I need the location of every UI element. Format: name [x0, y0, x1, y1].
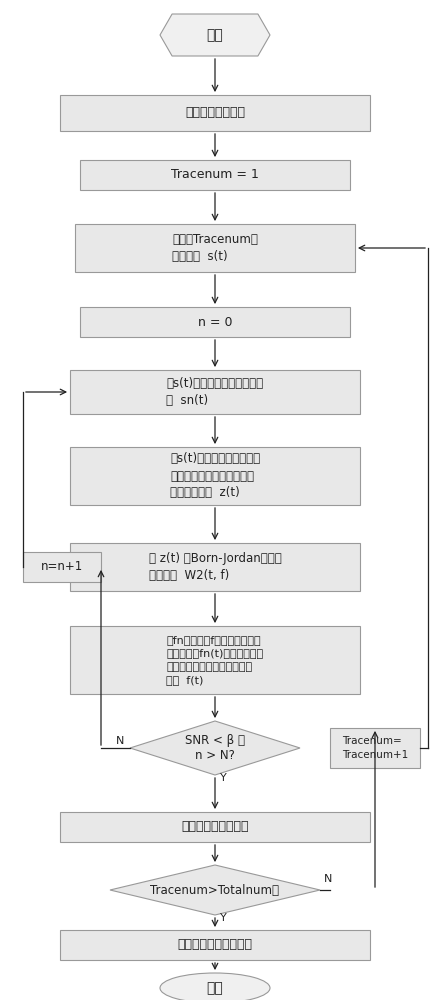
FancyBboxPatch shape: [70, 447, 360, 505]
FancyBboxPatch shape: [70, 626, 360, 694]
FancyBboxPatch shape: [23, 552, 101, 582]
FancyBboxPatch shape: [60, 930, 370, 960]
FancyBboxPatch shape: [60, 812, 370, 842]
Text: 对s(t)进行滤波，成为解析
信号的瞬时频率，得到待处
理的解析信号  z(t): 对s(t)进行滤波，成为解析 信号的瞬时频率，得到待处 理的解析信号 z(t): [170, 452, 260, 499]
Text: 对 z(t) 做Born-Jordan时频分
析，得到  W2(t, f): 对 z(t) 做Born-Jordan时频分 析，得到 W2(t, f): [149, 552, 281, 582]
Text: N: N: [324, 874, 332, 884]
Ellipse shape: [160, 973, 270, 1000]
Text: 在fn上沿频率f方向寻找峰值所
对应的频率fn(t)并对其做反规
整化处理后作为有效信号的估
计值  f(t): 在fn上沿频率f方向寻找峰值所 对应的频率fn(t)并对其做反规 整化处理后作为…: [166, 635, 264, 685]
Text: 输出滤波后的地震剖面: 输出滤波后的地震剖面: [178, 938, 252, 952]
FancyBboxPatch shape: [80, 160, 350, 190]
Polygon shape: [130, 721, 300, 775]
FancyBboxPatch shape: [60, 95, 370, 131]
Text: SNR < β 或
n > N?: SNR < β 或 n > N?: [185, 734, 245, 762]
Text: n = 0: n = 0: [198, 316, 232, 328]
Text: Tracenum=
Tracenum+1: Tracenum= Tracenum+1: [342, 736, 408, 760]
Text: 读取二维地震剖面: 读取二维地震剖面: [185, 106, 245, 119]
Text: 保存滤波后的地震道: 保存滤波后的地震道: [181, 820, 249, 834]
FancyBboxPatch shape: [70, 543, 360, 591]
Text: 读取第Tracenum道
地震信号  s(t): 读取第Tracenum道 地震信号 s(t): [172, 233, 258, 263]
Polygon shape: [110, 865, 320, 915]
Polygon shape: [160, 14, 270, 56]
FancyBboxPatch shape: [330, 728, 420, 768]
Text: N: N: [116, 736, 124, 746]
FancyBboxPatch shape: [70, 370, 360, 414]
Text: Y: Y: [220, 773, 227, 783]
FancyBboxPatch shape: [75, 224, 355, 272]
FancyBboxPatch shape: [80, 307, 350, 337]
Text: Tracenum = 1: Tracenum = 1: [171, 168, 259, 182]
Text: 对s(t)做幅值规整化处理，得
到  sn(t): 对s(t)做幅值规整化处理，得 到 sn(t): [166, 377, 264, 407]
Text: n=n+1: n=n+1: [41, 560, 83, 574]
Text: Y: Y: [220, 913, 227, 923]
Text: Tracenum>Totalnum？: Tracenum>Totalnum？: [150, 884, 280, 896]
Text: 开始: 开始: [207, 28, 223, 42]
Text: 结束: 结束: [207, 981, 223, 995]
